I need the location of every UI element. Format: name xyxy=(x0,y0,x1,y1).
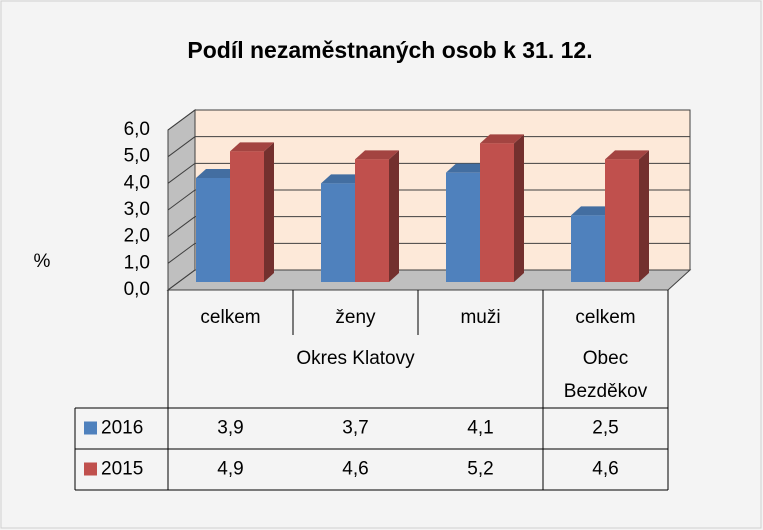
legend-label: 2015 xyxy=(101,459,143,480)
bar-side xyxy=(389,150,399,282)
value-label: 5,2 xyxy=(467,459,493,480)
bar xyxy=(355,159,389,282)
bar-side xyxy=(514,134,524,282)
legend-label: 2016 xyxy=(101,418,143,439)
y-axis-label: % xyxy=(34,251,51,272)
bar-top xyxy=(355,150,399,160)
grid-line xyxy=(167,162,690,184)
group-label: Okres Klatovy xyxy=(296,348,415,369)
grid-line xyxy=(167,216,690,238)
bar-top xyxy=(196,169,240,178)
chart-title: Podíl nezaměstnaných osob k 31. 12. xyxy=(187,37,592,63)
y-tick-label: 4,0 xyxy=(124,172,150,193)
bar-top xyxy=(480,134,524,144)
bar-top xyxy=(446,163,490,173)
bar-side xyxy=(264,142,274,282)
grid-line xyxy=(167,269,690,291)
value-label: 3,7 xyxy=(342,418,368,439)
x-tick-label: celkem xyxy=(200,307,260,328)
bar-top xyxy=(605,150,649,160)
grid-line xyxy=(167,109,690,131)
x-tick-label: muži xyxy=(460,307,500,328)
grid-line xyxy=(167,189,690,211)
bar xyxy=(571,215,605,282)
bar-side xyxy=(639,150,649,282)
value-label: 2,5 xyxy=(592,418,618,439)
grid-line xyxy=(167,136,690,158)
bar xyxy=(480,143,514,282)
value-label: 4,6 xyxy=(342,459,368,480)
bar xyxy=(196,178,230,282)
y-tick-label: 2,0 xyxy=(124,226,150,247)
bar xyxy=(446,172,480,282)
y-tick-label: 1,0 xyxy=(124,252,150,273)
x-tick-label: ženy xyxy=(335,307,376,328)
y-tick-label: 3,0 xyxy=(124,199,150,220)
legend-swatch xyxy=(84,421,97,435)
bar xyxy=(605,159,639,282)
grid-line xyxy=(167,242,690,264)
bar-top xyxy=(321,174,365,184)
y-tick-label: 6,0 xyxy=(124,119,150,140)
x-tick-label: celkem xyxy=(575,307,635,328)
bar-top xyxy=(571,206,615,216)
legend-swatch xyxy=(84,462,97,476)
value-label: 4,6 xyxy=(592,459,618,480)
value-label: 4,9 xyxy=(217,459,243,480)
y-tick-label: 0,0 xyxy=(124,279,150,300)
value-label: 4,1 xyxy=(467,418,493,439)
bar-top xyxy=(230,142,274,152)
bar xyxy=(321,183,355,282)
bar xyxy=(230,151,264,282)
group-label: Obec Bezděkov xyxy=(563,348,648,402)
value-label: 3,9 xyxy=(217,418,243,439)
y-tick-label: 5,0 xyxy=(124,146,150,167)
